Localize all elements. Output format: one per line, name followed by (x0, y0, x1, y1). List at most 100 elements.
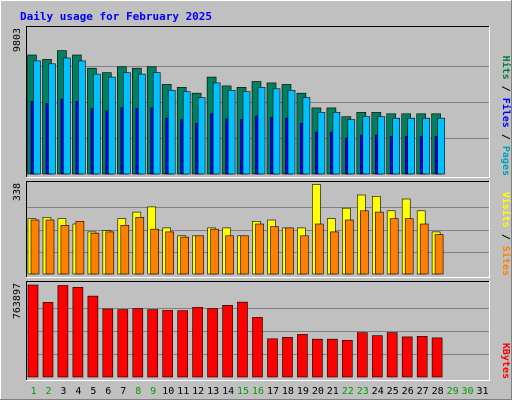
bar-kbytes-day-4 (72, 286, 84, 378)
legend-separator: / (500, 228, 511, 246)
bar-pages-day-14 (227, 90, 236, 175)
x-label-day-31: 31 (476, 386, 488, 397)
bar-sites-day-23 (359, 210, 369, 275)
x-label-day-14: 14 (222, 386, 234, 397)
bar-pages-day-13 (212, 82, 221, 175)
x-label-day-9: 9 (150, 386, 156, 397)
bar-pages-day-23 (362, 116, 371, 175)
bar-pages-day-26 (407, 117, 416, 175)
bar-pages-day-24 (377, 116, 386, 175)
bar-kbytes-day-16 (252, 317, 263, 378)
bar-kbytes-day-3 (57, 285, 69, 378)
bar-sites-day-21 (330, 231, 339, 275)
x-label-day-8: 8 (135, 386, 141, 397)
bar-sites-day-2 (45, 219, 55, 275)
bar-pages-day-28 (437, 117, 445, 175)
bar-kbytes-day-23 (356, 332, 368, 378)
bar-pages-day-18 (287, 90, 296, 175)
bar-sites-day-7 (120, 225, 130, 275)
x-label-day-24: 24 (372, 386, 384, 397)
bar-kbytes-day-14 (222, 304, 233, 378)
bar-kbytes-day-13 (207, 308, 218, 378)
bar-sites-day-5 (90, 232, 100, 275)
chart-panels: 9803 Hits / Files / Pages 338 Visits / Site… (12, 26, 512, 381)
x-label-day-19: 19 (297, 386, 309, 397)
visits-panel: 338 Visits / Sites (12, 181, 512, 278)
bar-kbytes-day-17 (267, 338, 278, 378)
x-label-day-23: 23 (357, 386, 369, 397)
bar-sites-day-18 (285, 227, 294, 275)
x-label-day-22: 22 (342, 386, 354, 397)
bar-pages-day-2 (48, 63, 56, 175)
bar-sites-day-27 (419, 223, 429, 275)
bar-sites-day-3 (60, 225, 70, 275)
x-label-day-30: 30 (461, 386, 473, 397)
bar-sites-day-17 (270, 226, 279, 275)
bar-pages-day-21 (332, 112, 341, 175)
bar-sites-day-19 (300, 235, 309, 275)
bar-kbytes-day-26 (401, 336, 413, 378)
legend-hits: Hits (500, 56, 512, 80)
bar-pages-day-19 (302, 97, 311, 175)
bar-sites-day-26 (404, 218, 414, 275)
bar-kbytes-day-27 (416, 335, 428, 378)
x-label-day-7: 7 (120, 386, 126, 397)
x-label-day-25: 25 (387, 386, 399, 397)
bar-pages-day-25 (392, 117, 401, 175)
x-label-day-2: 2 (45, 386, 51, 397)
bar-pages-day-9 (152, 72, 161, 175)
x-label-day-26: 26 (402, 386, 414, 397)
bar-pages-day-12 (197, 97, 206, 175)
chart-title: Daily usage for February 2025 (20, 10, 212, 23)
x-label-day-16: 16 (252, 386, 264, 397)
x-label-day-27: 27 (417, 386, 429, 397)
bar-kbytes-day-5 (87, 295, 99, 378)
bar-kbytes-day-20 (312, 338, 323, 378)
bar-sites-day-25 (389, 218, 399, 275)
x-label-day-1: 1 (30, 386, 36, 397)
bar-pages-day-5 (93, 73, 101, 175)
bar-pages-day-10 (167, 90, 176, 175)
bar-kbytes-day-2 (42, 301, 54, 378)
legend: KBytes (500, 343, 511, 379)
bar-kbytes-day-21 (327, 338, 338, 378)
bar-pages-day-11 (182, 91, 191, 175)
bar-sites-day-15 (240, 235, 249, 275)
x-label-day-10: 10 (162, 386, 174, 397)
bar-sites-day-1 (30, 219, 40, 275)
bar-sites-day-14 (225, 235, 234, 275)
bar-sites-day-9 (150, 228, 159, 275)
bar-kbytes-day-24 (371, 335, 383, 378)
legend-visits: Visits (500, 192, 512, 228)
bar-kbytes-day-28 (431, 337, 443, 378)
legend-separator: / (500, 128, 511, 146)
x-label-day-20: 20 (312, 386, 324, 397)
x-label-day-17: 17 (267, 386, 279, 397)
legend-pages: Pages (500, 146, 511, 176)
x-label-day-13: 13 (207, 386, 219, 397)
bar-sites-day-20 (315, 223, 324, 275)
bar-kbytes-day-9 (147, 309, 158, 378)
legend-kbytes: KBytes (500, 343, 511, 379)
kbytes-panel: 763897 KBytes (12, 281, 511, 381)
x-label-day-21: 21 (327, 386, 339, 397)
bar-sites-day-16 (255, 223, 264, 275)
bar-kbytes-day-18 (282, 336, 293, 378)
bar-sites-day-11 (180, 236, 189, 275)
y-max-label: 763897 (12, 283, 23, 319)
bar-kbytes-day-25 (386, 332, 398, 378)
x-label-day-6: 6 (105, 386, 111, 397)
bar-sites-day-12 (195, 235, 204, 275)
x-label-day-5: 5 (90, 386, 96, 397)
bar-kbytes-day-6 (102, 308, 114, 378)
bar-pages-day-1 (33, 60, 41, 175)
legend-sites: Sites (500, 246, 512, 276)
bar-kbytes-day-10 (162, 310, 173, 378)
bar-kbytes-day-12 (192, 307, 203, 378)
x-axis-labels: 1 2 3 4 5 6 7 8 9 10 11 12 13 14 15 16 17 18 19 20 21 22 23 24 2… (30, 386, 488, 397)
x-label-day-11: 11 (177, 386, 189, 397)
legend-files: Files (500, 98, 512, 128)
x-label-day-15: 15 (237, 386, 249, 397)
bar-pages-day-4 (78, 60, 86, 175)
